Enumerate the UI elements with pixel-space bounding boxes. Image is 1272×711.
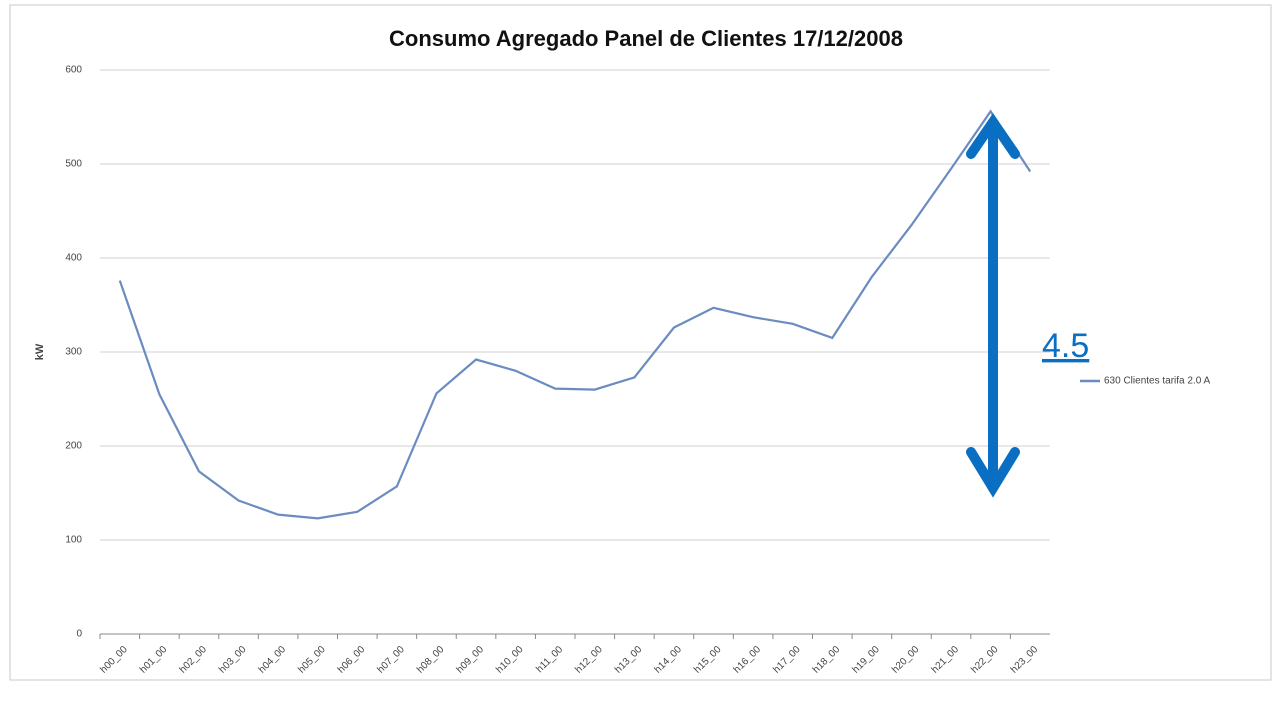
x-tick-label: h18_00 — [811, 644, 843, 676]
x-tick-label: h16_00 — [732, 644, 764, 676]
y-tick-label: 100 — [65, 535, 82, 546]
y-tick-label: 400 — [65, 253, 82, 264]
x-tick-label: h12_00 — [573, 644, 605, 676]
annotation: 4.5 — [1042, 327, 1089, 365]
x-tick-label: h00_00 — [98, 644, 130, 676]
x-tick-label: h04_00 — [257, 644, 289, 676]
x-tick-label: h13_00 — [613, 644, 645, 676]
x-tick-label: h09_00 — [455, 644, 487, 676]
x-tick-label: h05_00 — [296, 644, 328, 676]
x-tick-label: h14_00 — [653, 644, 685, 676]
chart-title: Consumo Agregado Panel de Clientes 17/12… — [389, 26, 903, 51]
x-tick-label: h07_00 — [375, 644, 407, 676]
x-tick-label: h17_00 — [771, 644, 803, 676]
y-axis-label: kW — [34, 343, 46, 360]
x-tick-label: h03_00 — [217, 644, 249, 676]
y-tick-label: 500 — [65, 159, 82, 170]
plot: 0 100 200 300 400 500 600 h00_00 h01_00 h02_00 h03… — [65, 65, 1210, 676]
y-tick-label: 200 — [65, 441, 82, 452]
chart-frame — [9, 4, 1272, 681]
x-tick-label: h08_00 — [415, 644, 447, 676]
x-tick-label: h01_00 — [138, 644, 170, 676]
x-tick-label: h19_00 — [850, 644, 882, 676]
x-tick-label: h02_00 — [178, 644, 210, 676]
y-tick-label: 300 — [65, 347, 82, 358]
x-tick-label: h22_00 — [969, 644, 1001, 676]
double-arrow — [966, 113, 1020, 498]
x-tick-label: h20_00 — [890, 644, 922, 676]
x-tick-label: h06_00 — [336, 644, 368, 676]
series-line — [118, 109, 1032, 520]
x-tick-label: h21_00 — [930, 644, 962, 676]
x-tick-label: h23_00 — [1009, 644, 1041, 676]
x-tick-label: h10_00 — [494, 644, 526, 676]
x-tick-label: h11_00 — [534, 644, 565, 675]
x-tick-label: h15_00 — [692, 644, 724, 676]
y-tick-label: 0 — [76, 629, 82, 640]
legend-label: 630 Clientes tarifa 2.0 A — [1104, 376, 1211, 387]
y-tick-label: 600 — [65, 65, 82, 76]
